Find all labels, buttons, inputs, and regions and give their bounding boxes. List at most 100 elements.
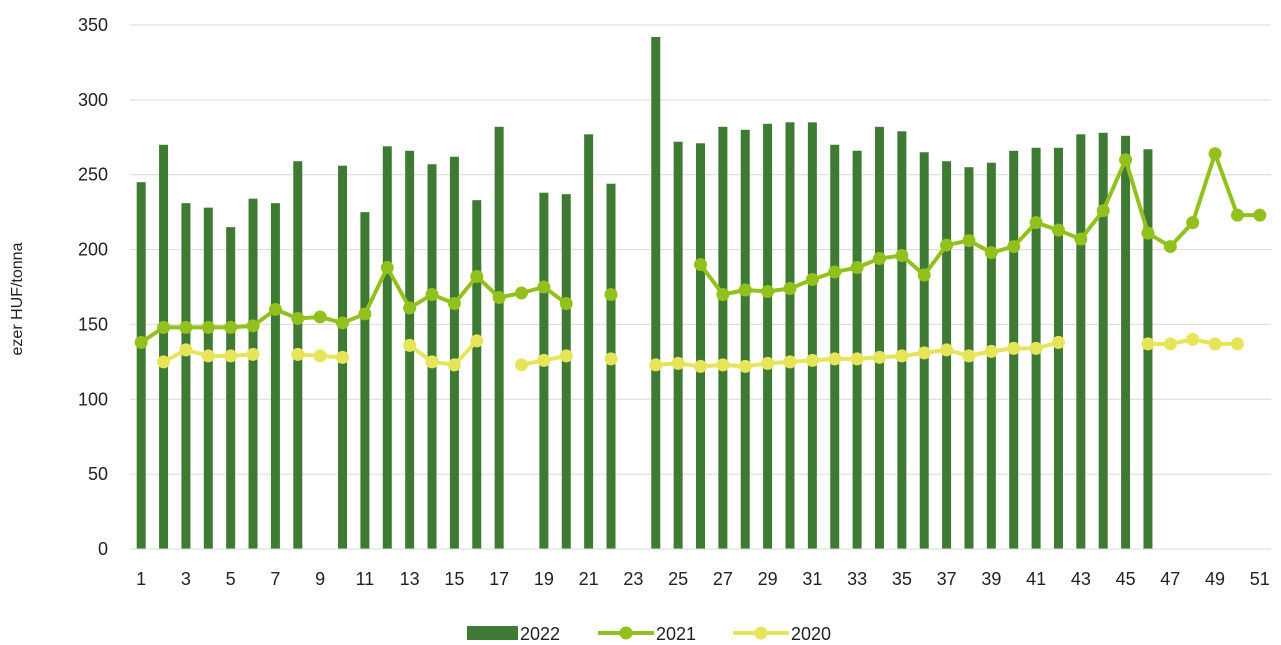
data-point — [559, 349, 573, 363]
data-point — [313, 349, 327, 363]
data-point — [917, 268, 931, 282]
x-tick-label: 47 — [1160, 569, 1180, 589]
data-point — [1051, 335, 1065, 349]
y-tick-label: 350 — [78, 15, 108, 35]
bar — [852, 150, 862, 549]
x-tick-label: 33 — [847, 569, 867, 589]
x-tick-label: 35 — [892, 569, 912, 589]
data-point — [917, 346, 931, 360]
y-tick-label: 150 — [78, 314, 108, 334]
data-point — [716, 287, 730, 301]
bar — [718, 126, 728, 549]
x-tick-label: 29 — [758, 569, 778, 589]
legend-swatch — [467, 626, 518, 640]
bar — [673, 141, 683, 549]
data-point — [403, 338, 417, 352]
data-point — [537, 353, 551, 367]
data-point — [157, 355, 171, 369]
x-tick-label: 27 — [713, 569, 733, 589]
data-point — [559, 296, 573, 310]
data-point — [1230, 337, 1244, 351]
x-tick-label: 17 — [489, 569, 509, 589]
data-point — [179, 320, 193, 334]
data-point — [1186, 216, 1200, 230]
data-point — [492, 290, 506, 304]
data-point — [738, 359, 752, 373]
line-series-2021 — [134, 147, 1267, 349]
data-point — [1029, 341, 1043, 355]
line-series-2020 — [157, 332, 1244, 373]
data-point — [1051, 223, 1065, 237]
data-point — [1007, 240, 1021, 254]
y-axis-title: ezer HUF/tonna — [9, 242, 26, 355]
bar — [494, 126, 504, 549]
data-point — [940, 238, 954, 252]
data-point — [1029, 216, 1043, 230]
legend-swatch-marker — [754, 626, 768, 640]
data-point — [783, 281, 797, 295]
x-tick-label: 1 — [136, 569, 146, 589]
data-point — [984, 344, 998, 358]
legend-label: 2022 — [520, 624, 560, 644]
legend-swatch-marker — [619, 626, 633, 640]
data-point — [291, 347, 305, 361]
x-tick-label: 13 — [400, 569, 420, 589]
data-point — [1253, 208, 1267, 222]
data-point — [134, 335, 148, 349]
bar — [763, 123, 773, 549]
data-point — [224, 320, 238, 334]
data-point — [179, 343, 193, 357]
x-tick-label: 21 — [579, 569, 599, 589]
data-point — [716, 358, 730, 372]
data-point — [872, 252, 886, 266]
data-point — [246, 347, 260, 361]
x-tick-label: 31 — [802, 569, 822, 589]
bar — [1098, 132, 1108, 549]
data-point — [268, 302, 282, 316]
bar — [270, 203, 280, 549]
data-point — [425, 355, 439, 369]
data-point — [984, 246, 998, 260]
data-point — [470, 270, 484, 284]
bar — [651, 36, 661, 549]
data-point — [940, 343, 954, 357]
data-point — [1074, 232, 1088, 246]
data-point — [358, 307, 372, 321]
data-point — [738, 283, 752, 297]
data-point — [515, 358, 529, 372]
data-point — [604, 352, 618, 366]
x-tick-label: 15 — [444, 569, 464, 589]
x-tick-label: 9 — [315, 569, 325, 589]
data-point — [805, 353, 819, 367]
bar — [159, 144, 169, 549]
bar — [1121, 135, 1131, 549]
data-point — [850, 352, 864, 366]
legend-label: 2021 — [656, 624, 696, 644]
x-tick-label: 7 — [270, 569, 280, 589]
x-tick-label: 3 — [181, 569, 191, 589]
data-point — [694, 258, 707, 272]
data-point — [761, 284, 775, 298]
x-tick-label: 45 — [1116, 569, 1136, 589]
data-point — [649, 358, 663, 372]
data-point — [515, 286, 529, 300]
data-point — [336, 316, 350, 330]
data-point — [470, 334, 484, 348]
data-point — [1119, 153, 1133, 167]
bar — [897, 131, 907, 549]
x-tick-label: 5 — [226, 569, 236, 589]
data-point — [1141, 337, 1155, 351]
bar — [360, 212, 370, 549]
data-point — [380, 261, 394, 275]
data-point — [1096, 204, 1110, 218]
data-point — [201, 349, 215, 363]
bar — [874, 126, 884, 549]
data-point — [1208, 337, 1222, 351]
legend: 2022 2021 2020 — [467, 624, 831, 644]
y-tick-label: 200 — [78, 240, 108, 260]
data-point — [291, 311, 305, 325]
data-point — [1186, 332, 1200, 346]
bar — [1076, 134, 1086, 549]
bar — [181, 203, 191, 549]
